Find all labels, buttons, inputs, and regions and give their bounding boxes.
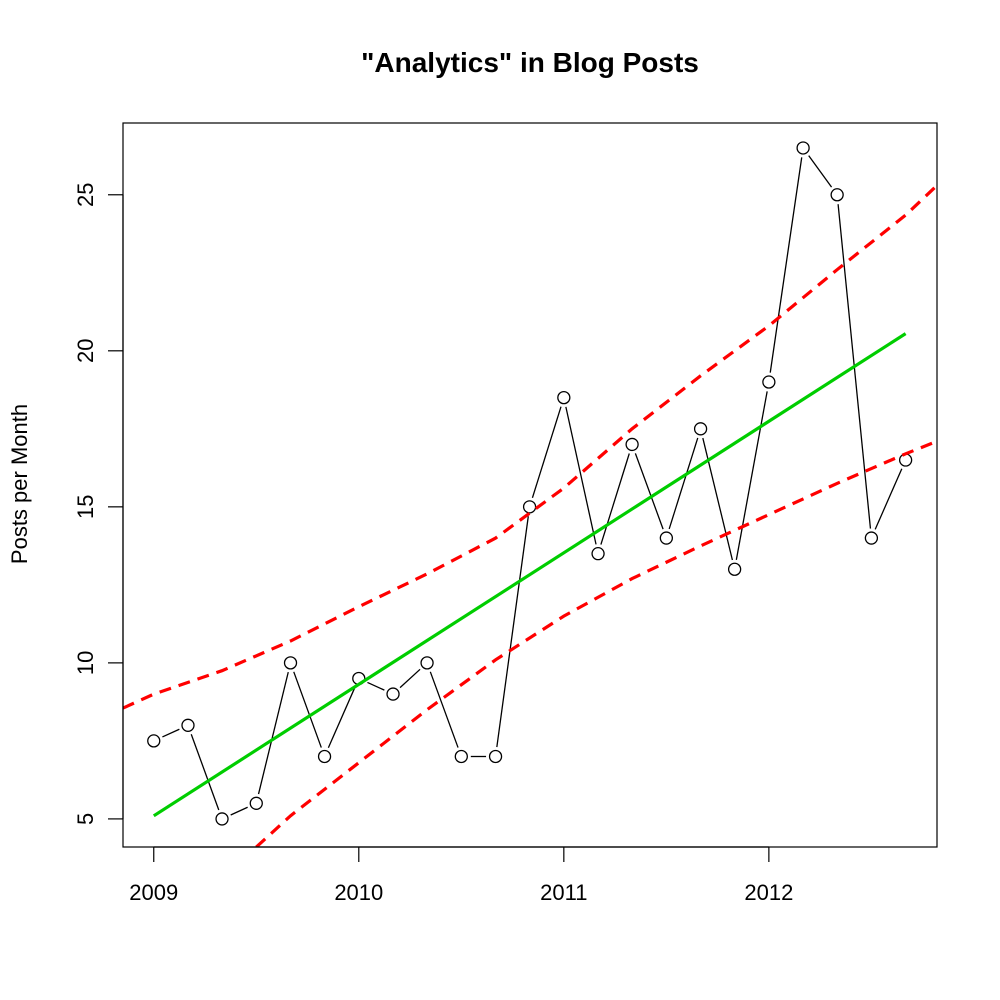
y-tick-label: 20 [73,339,98,363]
data-point [659,531,674,545]
data-point [727,562,742,576]
data-segment [327,686,356,749]
data-point [796,141,810,155]
data-point [283,656,298,670]
data-segment [874,468,903,530]
data-segment [668,437,699,530]
x-tick-label: 2012 [744,880,793,905]
data-segment [162,728,180,738]
data-segment [565,406,597,545]
y-axis-label: Posts per Month [7,404,32,564]
data-point [591,547,605,561]
data-point [454,749,468,764]
data-segment [293,671,322,748]
y-tick-label: 15 [73,495,98,519]
data-point [215,812,229,826]
data-segment [531,406,562,498]
plot-area [123,141,937,847]
data-point [420,656,434,670]
x-tick-label: 2011 [540,880,587,905]
data-segment [429,671,459,748]
x-tick-label: 2010 [334,880,383,905]
data-segment [399,668,421,689]
data-point [557,390,571,405]
confidence-band-line [123,184,937,710]
data-segment [808,155,833,188]
data-segment [634,453,664,530]
data-point [317,749,332,764]
data-point [147,734,161,748]
y-tick-label: 5 [73,813,98,825]
plot-frame [122,122,938,848]
data-segment [702,437,734,561]
data-point [488,749,503,764]
data-segment [769,157,803,373]
data-segment [230,806,248,816]
y-tick-label: 10 [73,651,98,675]
data-point [693,422,708,436]
data-segment [190,733,220,811]
data-point [386,687,400,701]
data-segment [257,671,289,795]
data-segment [367,681,385,691]
data-point [898,453,913,467]
data-point [625,437,639,452]
data-segment [496,516,529,748]
data-point [864,531,879,545]
y-tick-label: 25 [73,183,98,207]
data-point [762,375,776,389]
axes: 2009 2010 2011 2012 5 10 15 20 25 [73,183,793,905]
data-point [181,718,195,732]
data-segment [600,453,630,545]
trend-line [152,332,907,818]
data-point [249,796,263,810]
x-tick-label: 2009 [129,880,178,905]
data-segment [735,391,768,561]
chart-title: "Analytics" in Blog Posts [361,47,699,78]
data-point [830,188,844,202]
confidence-band-line [255,439,937,847]
data-point [522,500,537,514]
